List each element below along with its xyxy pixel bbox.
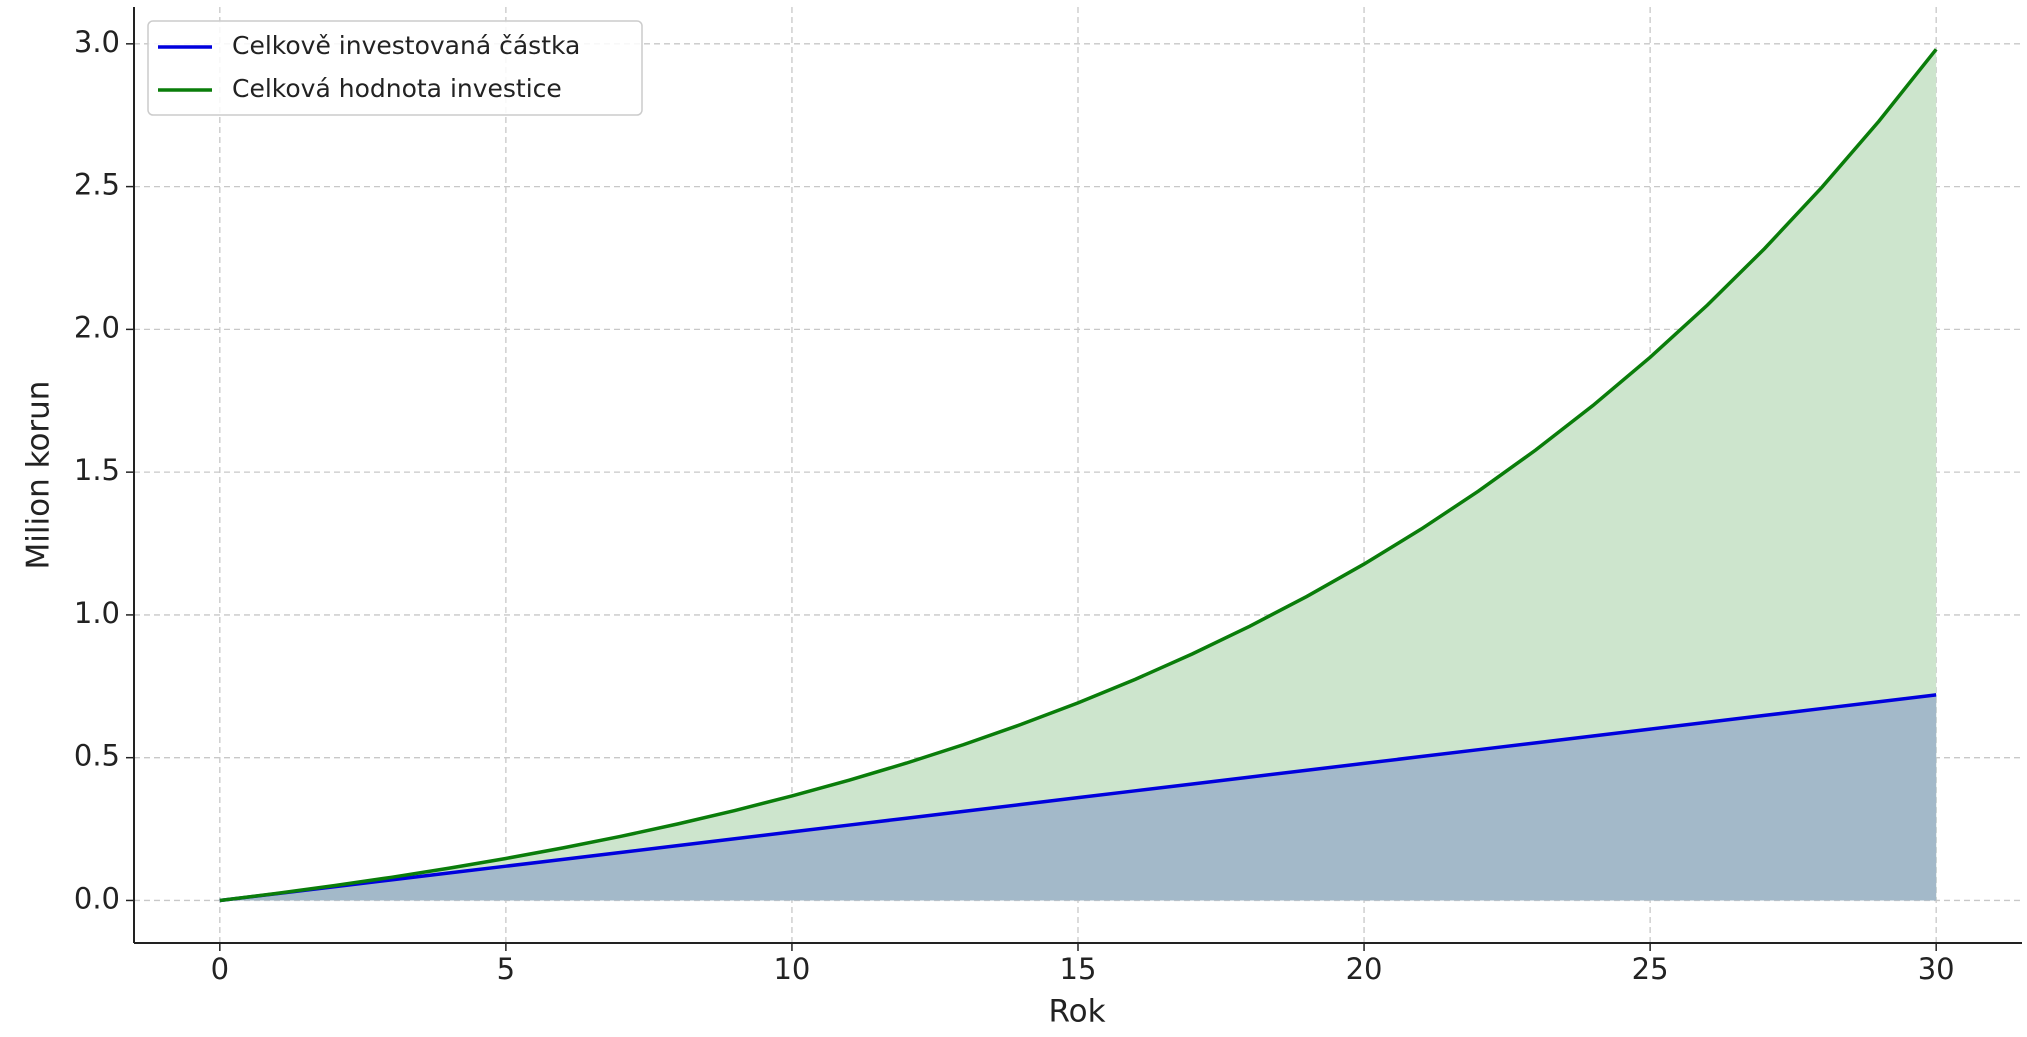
legend-label: Celkově investovaná částka: [232, 31, 580, 60]
x-axis-label: Rok: [1048, 994, 1105, 1030]
x-tick-label: 5: [497, 952, 515, 986]
x-tick-label: 20: [1346, 952, 1383, 986]
y-tick-label: 3.0: [74, 25, 120, 59]
y-tick-label: 1.5: [74, 453, 120, 487]
y-tick-label: 0.5: [74, 739, 120, 773]
y-axis-label: Milion korun: [21, 381, 57, 570]
line: [219, 693, 1937, 903]
x-tick-label: 0: [211, 952, 229, 986]
legend-label: Celková hodnota investice: [232, 74, 562, 103]
area-fill: [219, 49, 1937, 901]
legend-box: [147, 20, 643, 116]
y-tick-label: 2.0: [74, 310, 120, 344]
y-tick-label: 2.5: [74, 168, 120, 202]
x-tick-label: 15: [1060, 952, 1097, 986]
x-tick-label: 10: [773, 952, 810, 986]
y-tick-label: 0.0: [74, 881, 120, 915]
y-tick-label: 1.0: [74, 596, 120, 630]
line: [219, 48, 1938, 903]
x-tick-label: 25: [1632, 952, 1669, 986]
x-tick-label: 30: [1918, 952, 1955, 986]
